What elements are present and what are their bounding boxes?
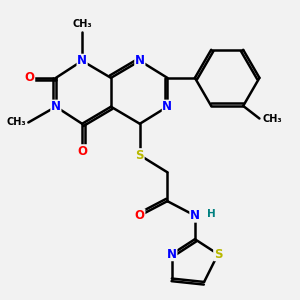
Text: N: N: [167, 248, 177, 261]
Text: CH₃: CH₃: [72, 19, 92, 29]
Text: N: N: [77, 54, 87, 67]
Text: O: O: [135, 209, 145, 222]
Text: N: N: [190, 209, 200, 222]
Text: N: N: [135, 54, 145, 67]
Text: CH₃: CH₃: [262, 113, 282, 124]
Text: H: H: [207, 209, 215, 219]
Text: CH₃: CH₃: [6, 118, 26, 128]
Text: O: O: [77, 145, 87, 158]
Text: N: N: [51, 100, 61, 113]
Text: S: S: [214, 248, 222, 261]
Text: O: O: [25, 71, 35, 84]
Text: S: S: [136, 149, 144, 162]
Text: N: N: [162, 100, 172, 113]
